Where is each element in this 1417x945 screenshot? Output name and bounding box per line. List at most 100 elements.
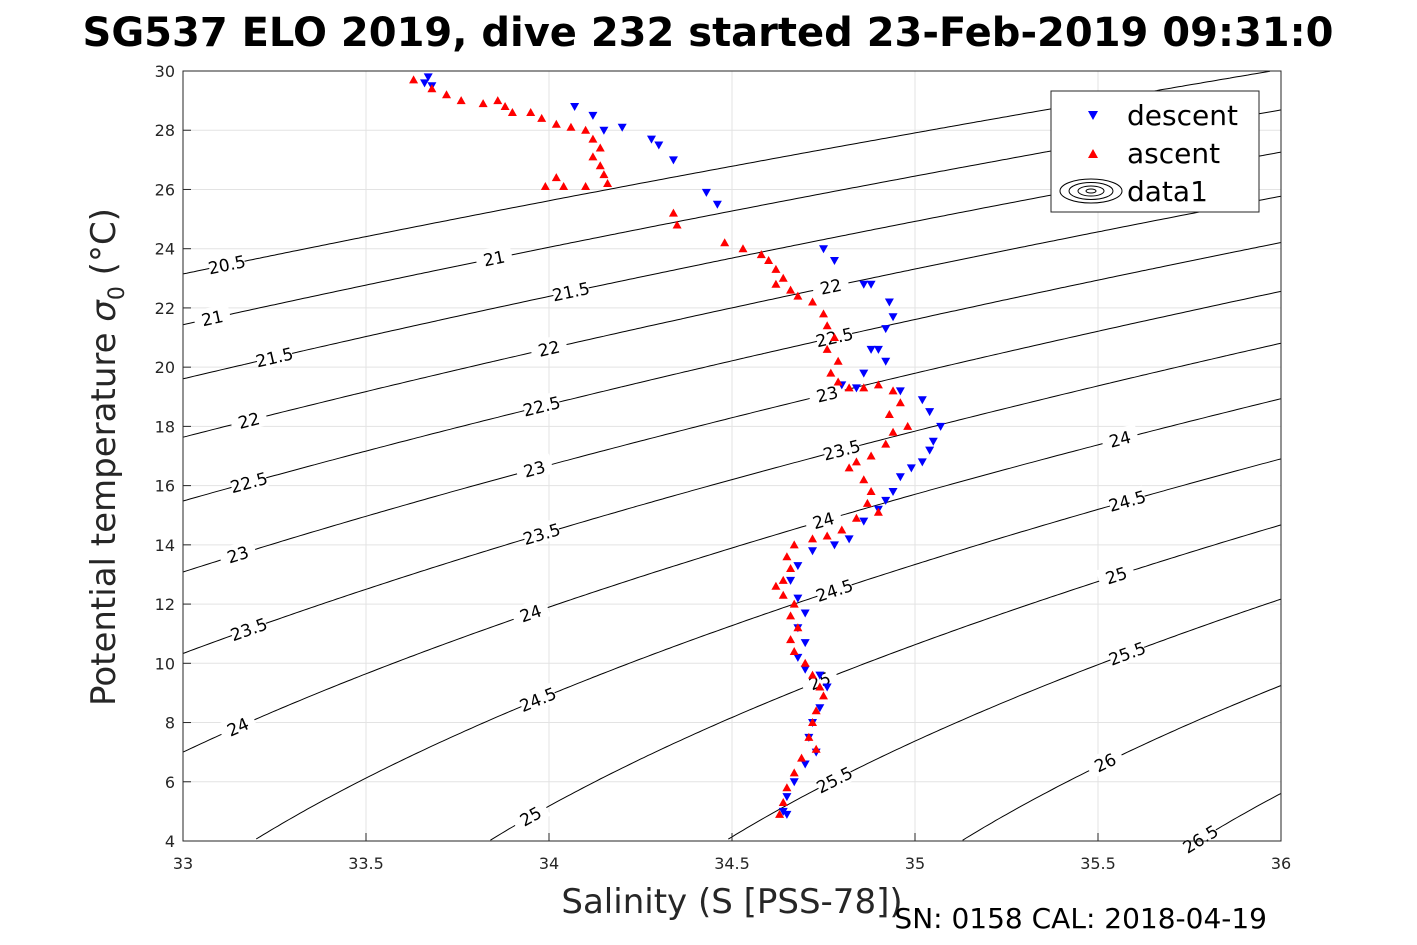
descent-point xyxy=(815,671,825,680)
y-tick-label: 18 xyxy=(155,417,175,436)
isopycnal-label-bg xyxy=(551,277,591,305)
descent-point xyxy=(906,464,916,473)
descent-point xyxy=(881,357,891,366)
isopycnal-label-bg xyxy=(821,434,862,464)
isopycnal-label-bg xyxy=(799,664,840,697)
descent-point xyxy=(668,156,678,165)
ascent-point xyxy=(478,99,488,108)
ascent-point xyxy=(786,285,796,294)
legend-descent-marker xyxy=(1088,111,1098,120)
ascent-point xyxy=(668,208,678,217)
descent-point xyxy=(570,103,580,112)
isopycnal-label-bg xyxy=(517,682,559,715)
descent-point xyxy=(588,111,598,120)
legend-box xyxy=(1050,90,1260,213)
y-tick-label: 16 xyxy=(155,477,175,496)
descent-point xyxy=(800,639,810,648)
descent-point xyxy=(888,488,898,497)
isopycnal-label: 20.5 xyxy=(207,250,248,279)
isopycnal-label-bg xyxy=(216,709,259,743)
descent-point xyxy=(881,325,891,334)
isopycnal-label-bg xyxy=(807,379,847,408)
descent-point xyxy=(646,135,656,144)
descent-point xyxy=(617,123,627,132)
ascent-point xyxy=(888,427,898,436)
descent-point xyxy=(895,387,905,396)
ascent-point xyxy=(778,273,788,282)
ascent-point xyxy=(603,179,613,188)
ascent-point xyxy=(442,90,452,99)
ascent-point xyxy=(829,333,839,342)
isopycnal-line xyxy=(182,398,1282,753)
descent-point xyxy=(822,683,832,692)
descent-point xyxy=(819,245,828,254)
descent-point xyxy=(844,535,854,544)
isopycnal-label-bg xyxy=(1084,744,1126,779)
isopycnal-label-bg xyxy=(810,272,851,300)
y-axis-label-sigma: σ xyxy=(84,299,124,322)
ascent-point xyxy=(778,575,788,584)
ascent-point xyxy=(789,646,799,655)
descent-point xyxy=(654,141,664,150)
ascent-point xyxy=(789,599,799,608)
y-tick-label: 6 xyxy=(165,773,175,792)
isopycnal-label: 22 xyxy=(528,333,569,362)
ascent-point xyxy=(738,244,748,253)
descent-point xyxy=(859,517,869,526)
ascent-point xyxy=(866,451,876,460)
ascent-point xyxy=(808,534,818,543)
ascent-point xyxy=(778,798,788,806)
ascent-point xyxy=(786,564,796,573)
ascent-point xyxy=(551,119,561,128)
ascent-point xyxy=(815,682,825,691)
isopycnal-label-bg xyxy=(1099,424,1140,453)
ascent-point xyxy=(599,170,609,179)
isopycnal-label-bg xyxy=(528,333,569,362)
x-tick-label: 35.5 xyxy=(1080,854,1116,873)
descent-point xyxy=(936,422,946,431)
ascent-point xyxy=(811,744,821,753)
isopycnal-line xyxy=(490,524,1282,841)
ascent-point xyxy=(409,75,419,84)
ascent-point xyxy=(888,386,898,395)
isopycnal-label-bg xyxy=(813,762,855,797)
descent-point xyxy=(884,298,894,307)
ascent-point xyxy=(851,457,861,466)
ascent-point xyxy=(819,309,828,318)
isopycnal-label-bg xyxy=(1106,485,1148,515)
ascent-point xyxy=(822,531,832,540)
ascent-point xyxy=(819,691,828,700)
ascent-point xyxy=(833,356,843,365)
isopycnal-label-bg xyxy=(1106,636,1148,669)
isopycnal-label-bg xyxy=(1179,820,1221,857)
isopycnal-label-bg xyxy=(514,453,555,483)
isopycnal-label: 23 xyxy=(807,379,847,408)
y-axis-ticks: 4 6 8 10 12 14 16 18 20 22 24 26 28 30 xyxy=(155,62,191,851)
y-axis-label: Potential temperature σ0 (°C) xyxy=(84,208,130,706)
ascent-point xyxy=(493,96,503,105)
ascent-point xyxy=(793,623,803,632)
descent-point xyxy=(866,280,876,289)
ascent-point xyxy=(526,107,536,116)
ascent-point xyxy=(789,540,799,549)
descent-point xyxy=(786,576,796,585)
y-axis-label-unit: (°C) xyxy=(84,208,124,286)
y-axis-label-main: Potential temperature xyxy=(84,322,124,706)
ascent-point xyxy=(844,383,854,392)
descent-point xyxy=(793,653,803,662)
isopycnal-label-bg xyxy=(192,303,232,331)
y-tick-label: 14 xyxy=(155,536,175,555)
descent-point xyxy=(808,547,818,556)
isopycnal-label-text: 21 xyxy=(200,307,225,331)
ascent-point xyxy=(811,706,821,715)
isopycnal-line xyxy=(182,195,1282,438)
ascent-point xyxy=(808,670,818,679)
descent-point xyxy=(866,345,876,354)
ascent-point xyxy=(537,113,547,122)
ascent-point xyxy=(862,498,872,507)
ascent-point xyxy=(771,264,781,273)
descent-point xyxy=(925,446,935,455)
chart-title: SG537 ELO 2019, dive 232 started 23-Feb-… xyxy=(83,10,1334,56)
isopycnal-label-text: 23 xyxy=(815,383,841,408)
isopycnal-label-bg xyxy=(509,797,551,834)
